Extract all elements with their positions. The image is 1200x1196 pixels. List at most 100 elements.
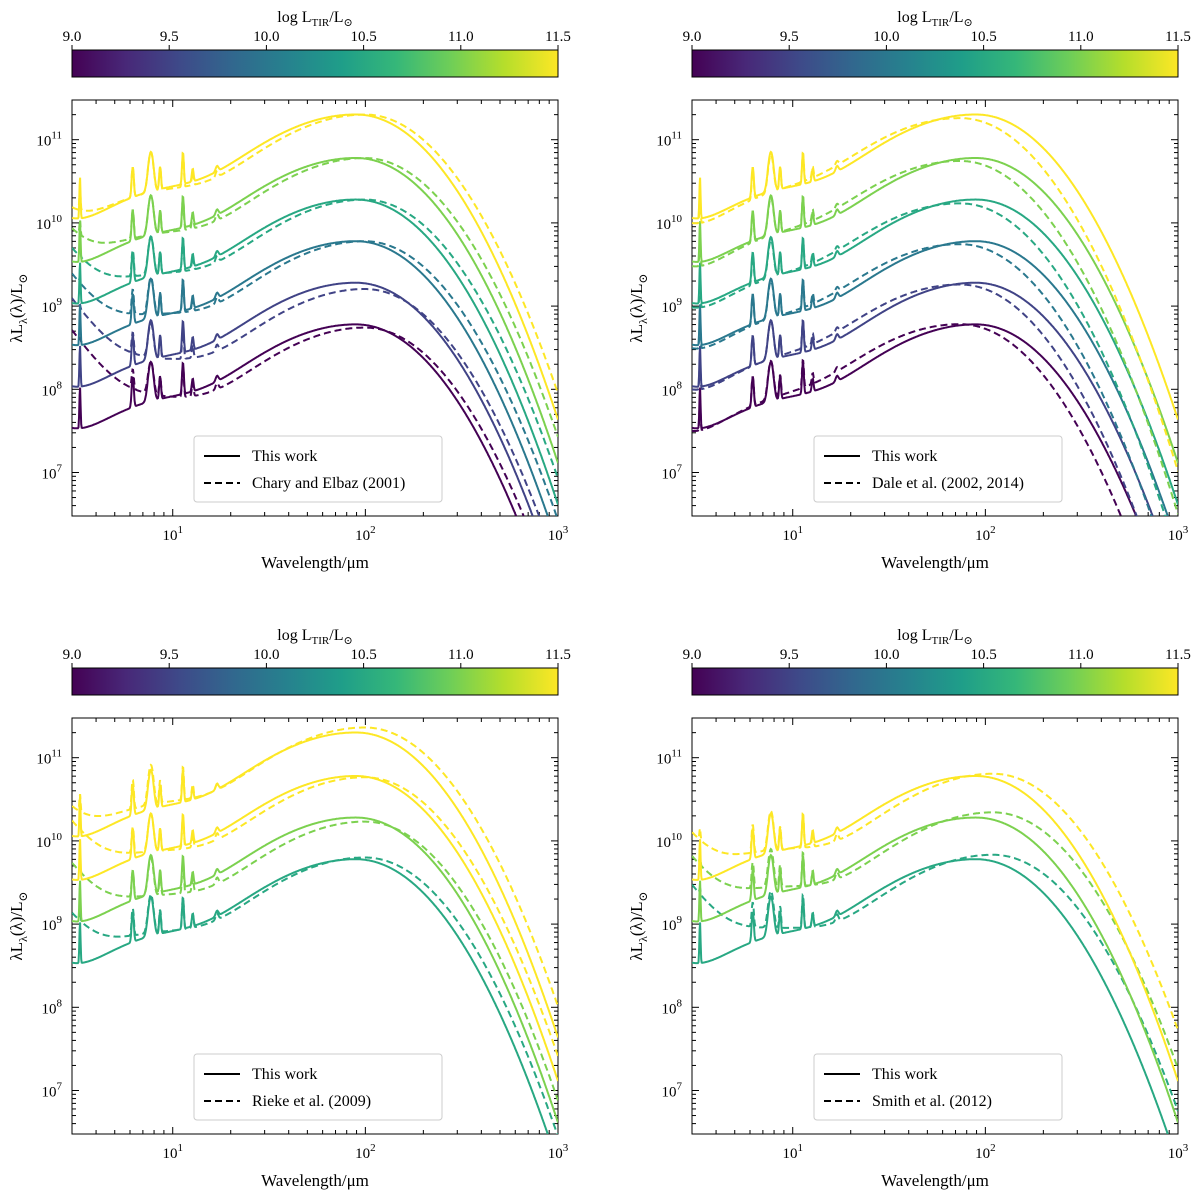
colorbar-tick-label: 11.0 [448, 29, 474, 45]
panel-1: log LTIR/L⊙ 9.0 9.5 10.0 10.5 11.0 11.5 101 102 1… [7, 9, 571, 572]
panel-3: log LTIR/L⊙ 9.0 9.5 10.0 10.5 11.0 11.5 101 102 1… [7, 627, 571, 1190]
x-tick-label: 101 [162, 1142, 183, 1162]
x-tick-label: 103 [1168, 1142, 1189, 1162]
x-axis-label: Wavelength/μm [881, 1171, 989, 1190]
y-tick-label: 1010 [656, 831, 683, 851]
y-tick-label: 1011 [656, 130, 682, 150]
x-tick-label: 101 [782, 524, 803, 544]
series-this-work-11.5 [692, 775, 1178, 1082]
series-this-work-11.5 [692, 113, 1178, 420]
legend-solid-label: This work [872, 1066, 937, 1083]
series-comparison-12 [72, 726, 558, 1007]
y-tick-label: 1011 [36, 748, 62, 768]
x-axis-label: Wavelength/μm [881, 553, 989, 572]
series-comparison-10.5 [72, 856, 558, 1134]
series-comparison-11 [72, 820, 558, 1101]
colorbar-tick-label: 11.0 [448, 647, 474, 663]
colorbar-tick-label: 10.0 [253, 647, 279, 663]
series-comparison-9.5 [72, 288, 541, 516]
curves [692, 772, 1178, 1134]
y-axis-label: λLλ(λ)/L⊙ [7, 273, 30, 342]
legend-solid-label: This work [252, 1066, 317, 1083]
colorbar-tick-label: 11.0 [1068, 29, 1094, 45]
y-tick-label: 108 [42, 379, 63, 399]
y-axis-label: λLλ(λ)/L⊙ [627, 891, 650, 960]
y-tick-label: 1010 [36, 831, 63, 851]
colorbar-label: log LTIR/L⊙ [277, 627, 352, 647]
y-tick-label: 107 [662, 462, 683, 482]
y-tick-label: 1011 [36, 130, 62, 150]
series-comparison-10 [72, 240, 558, 516]
legend-dashed-label: Rieke et al. (2009) [252, 1093, 371, 1110]
colorbar [71, 667, 559, 696]
colorbar-tick-label: 10.0 [253, 29, 279, 45]
curves [72, 726, 558, 1134]
series-this-work-9.5 [692, 281, 1154, 516]
colorbar-tick-label: 10.5 [350, 29, 376, 45]
y-tick-label: 108 [662, 997, 683, 1017]
series-comparison-11.5 [72, 113, 558, 394]
legend-box [813, 435, 1063, 503]
panel-4: log LTIR/L⊙ 9.0 9.5 10.0 10.5 11.0 11.5 101 102 1… [627, 627, 1191, 1190]
series-comparison-9 [692, 323, 1123, 516]
plot-frame [71, 717, 559, 1135]
colorbar-tick-label: 11.5 [545, 647, 571, 663]
legend-dashed-label: Smith et al. (2012) [872, 1093, 992, 1110]
colorbar-tick-label: 9.5 [160, 647, 179, 663]
y-tick-label: 107 [42, 1080, 63, 1100]
x-tick-label: 102 [355, 524, 376, 544]
y-tick-label: 109 [42, 914, 63, 934]
y-tick-label: 109 [662, 914, 683, 934]
colorbar-tick-label: 9.0 [683, 647, 702, 663]
series-this-work-11.5 [72, 113, 558, 420]
x-tick-label: 101 [782, 1142, 803, 1162]
series-this-work-11 [692, 157, 1178, 464]
curves [692, 113, 1178, 516]
colorbar-tick-label: 9.0 [63, 29, 82, 45]
y-tick-label: 107 [662, 1080, 683, 1100]
x-axis-label: Wavelength/μm [261, 553, 369, 572]
legend-dashed-label: Chary and Elbaz (2001) [252, 475, 405, 492]
x-tick-label: 103 [1168, 524, 1189, 544]
colorbar-tick-label: 11.0 [1068, 647, 1094, 663]
colorbar-tick-label: 10.0 [873, 29, 899, 45]
y-tick-label: 109 [662, 296, 683, 316]
x-tick-label: 103 [548, 524, 569, 544]
series-this-work-10.5 [72, 858, 549, 1134]
x-tick-label: 102 [975, 1142, 996, 1162]
series-this-work-12 [72, 731, 558, 1038]
y-tick-label: 108 [662, 379, 683, 399]
legend-box [813, 1053, 1063, 1121]
legend-box [193, 435, 443, 503]
colorbar-tick-label: 11.5 [1165, 29, 1191, 45]
colorbar-label: log LTIR/L⊙ [277, 9, 352, 29]
plot-frame [71, 99, 559, 517]
y-tick-label: 108 [42, 997, 63, 1017]
colorbar-tick-label: 10.5 [350, 647, 376, 663]
colorbar-tick-label: 9.5 [780, 29, 799, 45]
series-comparison-10 [692, 243, 1153, 516]
colorbar-tick-label: 11.5 [545, 29, 571, 45]
y-tick-label: 1010 [656, 213, 683, 233]
series-comparison-11 [72, 157, 558, 438]
panel-2: log LTIR/L⊙ 9.0 9.5 10.0 10.5 11.0 11.5 101 102 1… [627, 9, 1191, 572]
y-axis-label: λLλ(λ)/L⊙ [7, 891, 30, 960]
legend-box [193, 1053, 443, 1121]
y-tick-label: 109 [42, 296, 63, 316]
colorbar-tick-label: 10.5 [970, 29, 996, 45]
series-this-work-9 [72, 323, 518, 516]
y-tick-label: 1011 [656, 748, 682, 768]
colorbar [691, 49, 1179, 78]
colorbar-tick-label: 9.5 [160, 29, 179, 45]
x-tick-label: 101 [162, 524, 183, 544]
curves [72, 113, 558, 516]
legend-solid-label: This work [872, 448, 937, 465]
colorbar-tick-label: 9.0 [683, 29, 702, 45]
colorbar-tick-label: 10.0 [873, 647, 899, 663]
colorbar-label: log LTIR/L⊙ [897, 627, 972, 647]
colorbar [71, 49, 559, 78]
y-tick-label: 107 [42, 462, 63, 482]
series-comparison-11.5 [692, 772, 1178, 1031]
series-this-work-10 [72, 240, 549, 516]
